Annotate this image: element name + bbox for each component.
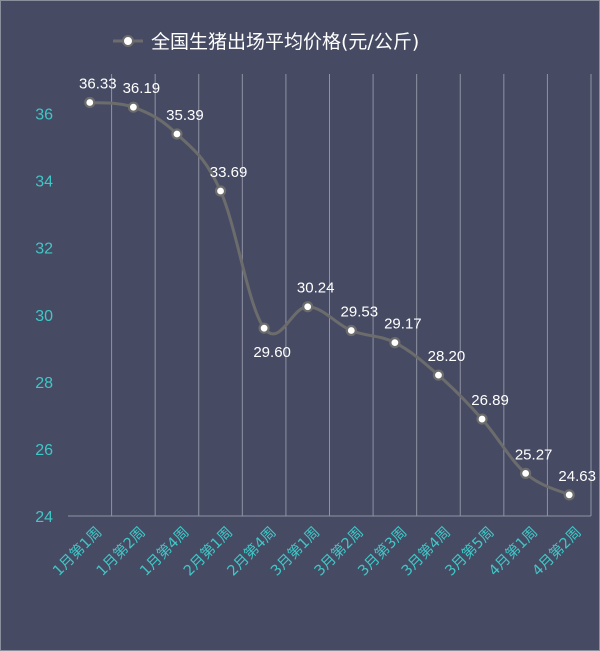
data-label: 26.89 — [471, 392, 509, 409]
data-labels: 36.33 36.19 35.39 33.69 29.60 30.24 29.53 29.17… — [79, 75, 596, 484]
data-label: 29.60 — [253, 344, 291, 361]
data-point — [171, 128, 183, 140]
data-point — [389, 337, 401, 349]
data-point — [563, 489, 575, 501]
gridlines — [111, 74, 592, 516]
data-label: 35.39 — [166, 107, 204, 124]
data-point — [476, 413, 488, 425]
y-tick-label: 36 — [35, 107, 53, 124]
y-tick-label: 34 — [35, 174, 53, 191]
data-point — [432, 369, 445, 381]
data-label: 29.17 — [384, 316, 422, 333]
data-point — [258, 322, 270, 334]
data-label: 25.27 — [515, 446, 553, 463]
data-point — [214, 185, 227, 197]
data-label: 33.69 — [210, 164, 248, 181]
series-group — [84, 96, 575, 501]
data-label: 29.53 — [341, 304, 379, 321]
data-label: 30.24 — [297, 280, 335, 297]
y-tick-label: 24 — [35, 509, 53, 526]
data-label: 28.20 — [428, 348, 466, 365]
y-tick-label: 28 — [35, 375, 53, 392]
data-point — [127, 101, 139, 113]
data-label: 24.63 — [558, 468, 596, 485]
data-label: 36.33 — [79, 75, 117, 92]
data-label: 36.19 — [123, 80, 161, 97]
y-tick-label: 30 — [35, 308, 53, 325]
legend: 全国生猪出场平均价格(元/公斤) — [113, 31, 419, 53]
y-tick-label: 26 — [35, 442, 53, 459]
data-point — [302, 301, 314, 313]
x-axis: 1月第1周1月第2周1月第4周2月第1周2月第4周3月第1周3月第2周3月第3周… — [49, 515, 591, 579]
legend-series-name: 全国生猪出场平均价格(元/公斤) — [151, 31, 419, 53]
data-point — [520, 467, 532, 480]
y-axis: 24 26 28 30 32 34 36 — [35, 107, 53, 526]
y-tick-label: 32 — [35, 241, 53, 258]
legend-marker — [122, 35, 134, 47]
data-point — [84, 96, 96, 109]
data-point — [345, 324, 357, 337]
